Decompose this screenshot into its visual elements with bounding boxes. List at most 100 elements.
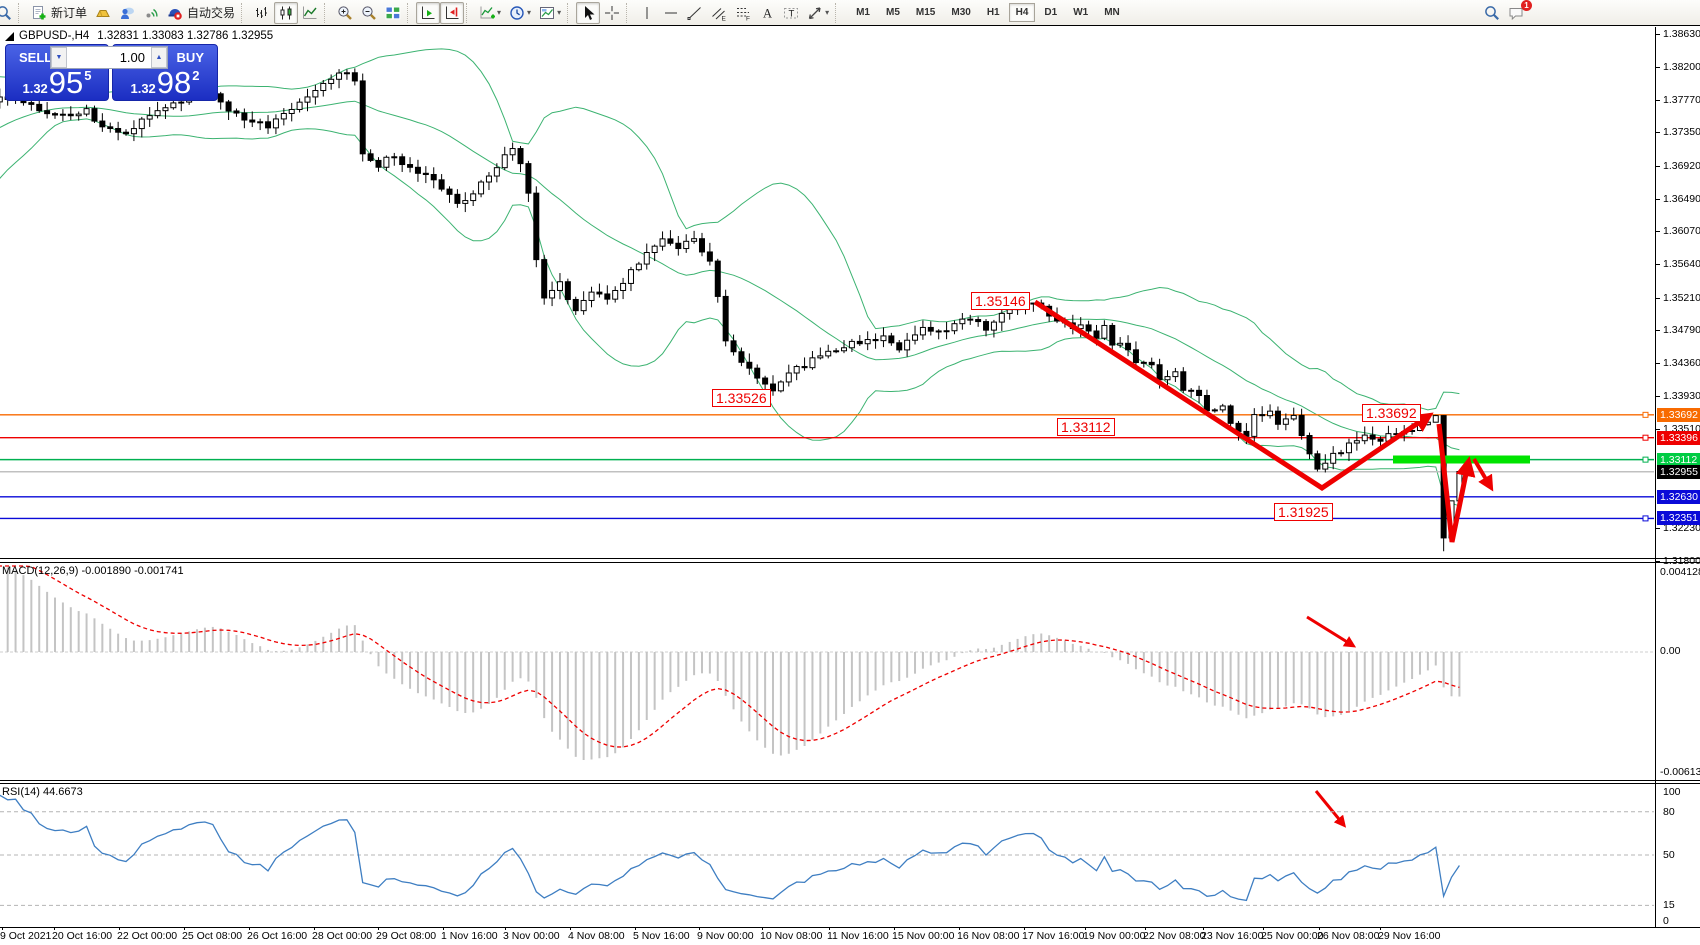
notifications-button[interactable]: 1: [1504, 0, 1532, 24]
candle-body: [272, 118, 279, 129]
time-label: 26 Oct 16:00: [247, 930, 308, 942]
text-button[interactable]: A: [755, 2, 779, 24]
timeframe-d1-button[interactable]: D1: [1044, 7, 1058, 18]
annotation-price-label-1.35146[interactable]: 1.35146: [971, 292, 1030, 310]
candle-body: [304, 96, 311, 103]
vertical-line-button[interactable]: [635, 2, 659, 24]
volume-input[interactable]: 1.00: [119, 50, 145, 65]
zoom-out-button[interactable]: [357, 2, 381, 24]
tile-windows-button[interactable]: [381, 2, 405, 24]
zoom-in-button[interactable]: [333, 2, 357, 24]
price-tick-mark: [1656, 396, 1660, 398]
time-tick-mark: [1319, 927, 1320, 930]
candle-body: [359, 80, 366, 155]
annotation-price-label-1.31925[interactable]: 1.31925: [1274, 503, 1333, 521]
timeframe-m30-button[interactable]: M30: [951, 7, 971, 18]
candle-body: [1164, 376, 1171, 381]
dropdown-caret-icon: ▾: [557, 8, 562, 17]
green-highlight-bar[interactable]: [1393, 455, 1530, 464]
candlestick-button[interactable]: [274, 1, 299, 24]
text-label-button[interactable]: T: [779, 2, 803, 24]
search-symbol-button[interactable]: [1480, 2, 1504, 24]
time-tick-mark: [1024, 927, 1025, 930]
horizontal-line-button[interactable]: [659, 2, 683, 24]
timeframe-mn-button[interactable]: MN: [1104, 7, 1120, 18]
bollinger-upper-band: [0, 48, 1460, 411]
toolbar-grip: [407, 2, 412, 23]
candle-body: [470, 193, 477, 202]
annotation-price-label-1.33692[interactable]: 1.33692: [1362, 404, 1421, 422]
macd-signal-line: [0, 565, 1460, 748]
timeframe-m5-button[interactable]: M5: [886, 7, 900, 18]
candle-body: [722, 295, 729, 342]
macd-pane[interactable]: [0, 563, 1656, 780]
candle-body: [1306, 435, 1313, 455]
time-tick-mark: [762, 927, 763, 930]
candle-body: [564, 281, 571, 300]
timeframe-m15-button[interactable]: M15: [915, 7, 936, 18]
candle-body: [1117, 342, 1124, 346]
trend-arrow[interactable]: [1436, 423, 1476, 543]
trend-arrow[interactable]: [1314, 790, 1347, 828]
timeframe-w1-button[interactable]: W1: [1073, 7, 1089, 18]
shapes-button[interactable]: ▾: [803, 2, 833, 24]
bar-chart-button[interactable]: [250, 2, 274, 24]
candle-body: [833, 350, 840, 353]
line-selection-marker[interactable]: [1642, 515, 1649, 522]
clipped-toolbar-icon[interactable]: [0, 2, 16, 24]
trend-arrow[interactable]: [1306, 615, 1357, 648]
rsi-pane[interactable]: [0, 784, 1656, 927]
price-tick-mark: [1656, 297, 1660, 299]
periods-button[interactable]: ▾: [505, 2, 535, 24]
candle-body: [99, 120, 106, 128]
candle-body: [83, 108, 90, 115]
candle-body: [1101, 324, 1108, 339]
pane-separator[interactable]: [0, 780, 1700, 784]
trend-arrow[interactable]: [1472, 457, 1494, 492]
time-tick-mark: [1085, 927, 1086, 930]
time-axis[interactable]: 9 Oct 2021 20 Oct 16:00 22 Oct 00:00 25 Oct…: [0, 927, 1700, 945]
candle-body: [856, 340, 863, 345]
trend-arrow[interactable]: [1033, 299, 1434, 491]
time-label: 9 Nov 00:00: [697, 930, 754, 942]
line-selection-marker[interactable]: [1642, 411, 1649, 418]
candle-body: [154, 110, 161, 117]
line-selection-marker[interactable]: [1642, 456, 1649, 463]
candle-body: [1180, 371, 1187, 391]
signals-button[interactable]: [139, 2, 163, 24]
templates-button[interactable]: ▾: [535, 2, 565, 24]
main-chart-pane[interactable]: [0, 27, 1656, 558]
indicators-button[interactable]: ▾: [475, 2, 505, 24]
fibonacci-button[interactable]: F: [731, 2, 755, 24]
timeframe-h1-button[interactable]: H1: [986, 7, 1000, 18]
time-tick-mark: [1145, 927, 1146, 930]
channel-button[interactable]: E: [707, 2, 731, 24]
candle-body: [312, 90, 319, 98]
candle-body: [178, 101, 185, 104]
autotrading-button[interactable]: 自动交易: [163, 2, 239, 24]
community-button[interactable]: [115, 2, 139, 24]
new-order-button[interactable]: 新订单: [27, 2, 91, 24]
timeframe-m1-button[interactable]: M1: [856, 7, 870, 18]
candle-body: [170, 102, 177, 109]
volume-up-button[interactable]: ▲: [151, 47, 167, 68]
price-tick-label: 1.36920: [1663, 159, 1700, 172]
auto-scroll-button[interactable]: [416, 1, 441, 24]
volume-down-button[interactable]: ▼: [51, 47, 67, 68]
trendline-button[interactable]: [683, 2, 707, 24]
cursor-button[interactable]: [576, 1, 601, 24]
toolbar: 新订单 自动交易 ▾ ▾ ▾ E F A T ▾ M1 M5 M15 M30 H1 H4 D1 W1 MN 1: [0, 0, 1700, 26]
candle-body: [130, 128, 137, 135]
market-watch-button[interactable]: [91, 2, 115, 24]
annotation-price-label-1.33112[interactable]: 1.33112: [1057, 418, 1115, 436]
rsi-axis-label: 50: [1663, 849, 1675, 861]
crosshair-button[interactable]: [600, 2, 624, 24]
timeframe-h4-button[interactable]: H4: [1008, 3, 1036, 22]
line-selection-marker[interactable]: [1642, 434, 1649, 441]
candle-body: [501, 154, 508, 169]
price-axis[interactable]: 1.38630 1.38200 1.37770 1.37350 1.36920 1.364…: [1656, 0, 1700, 945]
annotation-price-label-1.33526[interactable]: 1.33526: [712, 389, 771, 407]
line-chart-button[interactable]: [298, 2, 322, 24]
chart-shift-button[interactable]: [440, 1, 465, 24]
pane-separator[interactable]: [0, 558, 1700, 563]
